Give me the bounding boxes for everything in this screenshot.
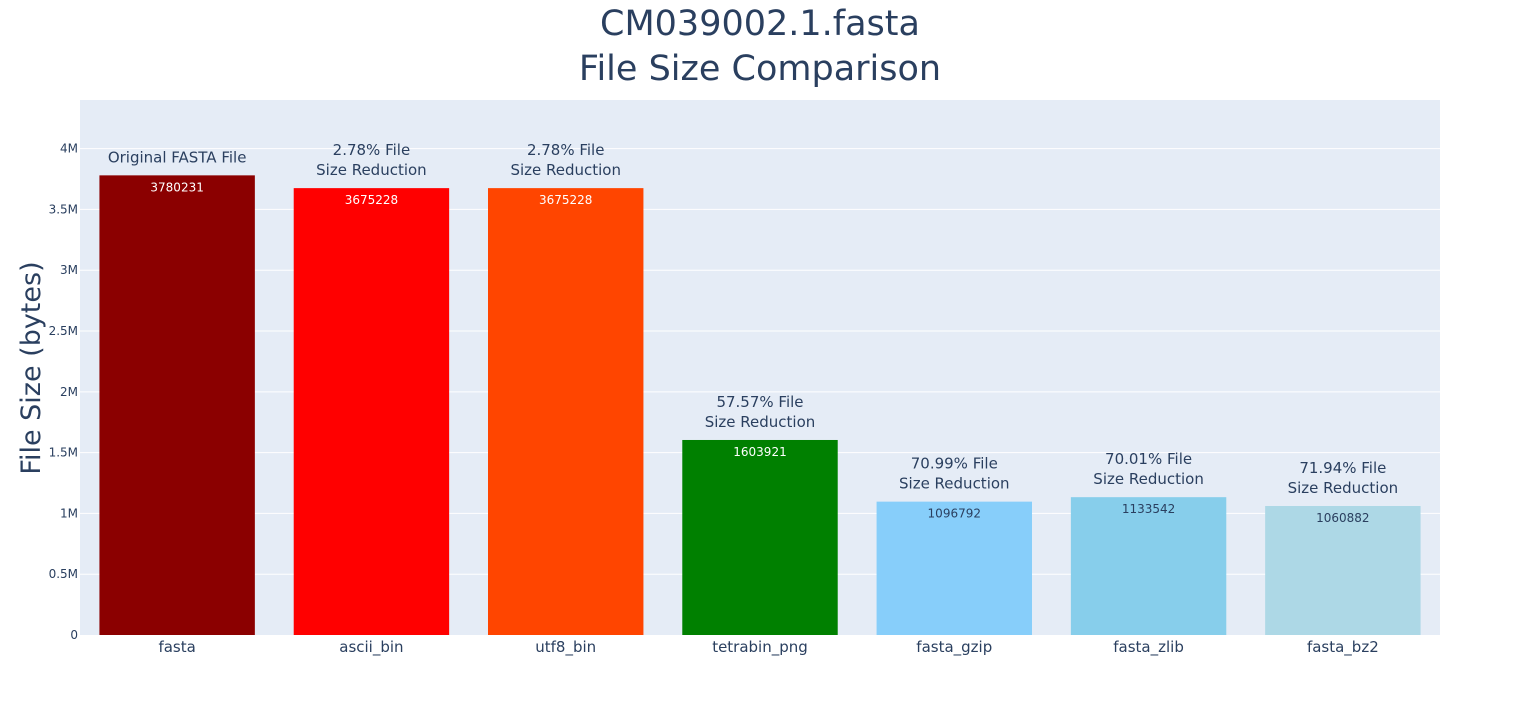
bar-annotation: 70.99% File bbox=[911, 455, 998, 473]
bar-annotation: Size Reduction bbox=[1288, 479, 1399, 497]
bar-tetrabin_png bbox=[682, 439, 838, 635]
y-tick-label: 2.5M bbox=[49, 324, 78, 338]
chart-title-line-2: File Size Comparison bbox=[578, 49, 942, 89]
bar-ascii_bin bbox=[293, 188, 450, 636]
bar-annotation: Size Reduction bbox=[1093, 470, 1204, 488]
y-axis-title: File Size (bytes) bbox=[16, 261, 47, 474]
y-tick-label: 0.5M bbox=[49, 567, 78, 581]
y-tick-label: 0 bbox=[70, 628, 78, 642]
bar-fasta_gzip bbox=[876, 501, 1032, 635]
bar-annotation: 71.94% File bbox=[1299, 459, 1386, 477]
bar-fasta bbox=[99, 175, 255, 635]
x-tick-label: fasta_gzip bbox=[916, 638, 992, 657]
bar-value-label: 1060882 bbox=[1316, 511, 1369, 525]
chart-title-line-1: CM039002.1.fasta bbox=[600, 4, 920, 44]
y-tick-label: 2M bbox=[60, 385, 78, 399]
bar-annotation: 57.57% File bbox=[716, 393, 803, 411]
bar-value-label: 3675228 bbox=[345, 193, 398, 207]
bar-annotation: 2.78% File bbox=[527, 141, 605, 159]
bar-annotation: Original FASTA File bbox=[108, 148, 247, 166]
x-tick-label: fasta_bz2 bbox=[1307, 638, 1379, 657]
x-tick-label: fasta_zlib bbox=[1113, 638, 1184, 657]
bar-annotation: 2.78% File bbox=[333, 141, 411, 159]
x-tick-label: tetrabin_png bbox=[712, 638, 808, 657]
bar-annotation: 70.01% File bbox=[1105, 450, 1192, 468]
bar-value-label: 1603921 bbox=[733, 445, 786, 459]
y-tick-label: 1.5M bbox=[49, 446, 78, 460]
bar-value-labels: 3780231 3675228 3675228 1603921 1096792 11335… bbox=[150, 180, 1369, 525]
bar-fasta_zlib bbox=[1070, 497, 1227, 635]
x-tick-label: utf8_bin bbox=[535, 638, 596, 657]
bar-annotation: Size Reduction bbox=[899, 475, 1010, 493]
bar-annotation: Size Reduction bbox=[705, 413, 816, 431]
bar-value-label: 3675228 bbox=[539, 193, 592, 207]
y-axis-ticks: 0 0.5M 1M 1.5M 2M 2.5M 3M 3.5M 4M bbox=[49, 142, 78, 642]
bars bbox=[99, 175, 1421, 636]
bar-annotations: Original FASTA File 2.78% File Size Reduct… bbox=[108, 141, 1398, 497]
bar-value-label: 3780231 bbox=[150, 180, 203, 194]
x-tick-label: fasta bbox=[158, 638, 195, 656]
y-tick-label: 3.5M bbox=[49, 202, 78, 216]
y-tick-label: 4M bbox=[60, 142, 78, 156]
y-tick-label: 1M bbox=[60, 506, 78, 520]
bar-fasta_bz2 bbox=[1265, 506, 1421, 635]
y-tick-label: 3M bbox=[60, 263, 78, 277]
bar-annotation: Size Reduction bbox=[316, 161, 427, 179]
bar-utf8_bin bbox=[488, 188, 644, 636]
bar-annotation: Size Reduction bbox=[510, 161, 621, 179]
x-axis-ticks: fasta ascii_bin utf8_bin tetrabin_png fasta_… bbox=[158, 638, 1378, 657]
x-tick-label: ascii_bin bbox=[339, 638, 403, 657]
bar-value-label: 1096792 bbox=[928, 507, 981, 521]
bar-value-label: 1133542 bbox=[1122, 502, 1175, 516]
